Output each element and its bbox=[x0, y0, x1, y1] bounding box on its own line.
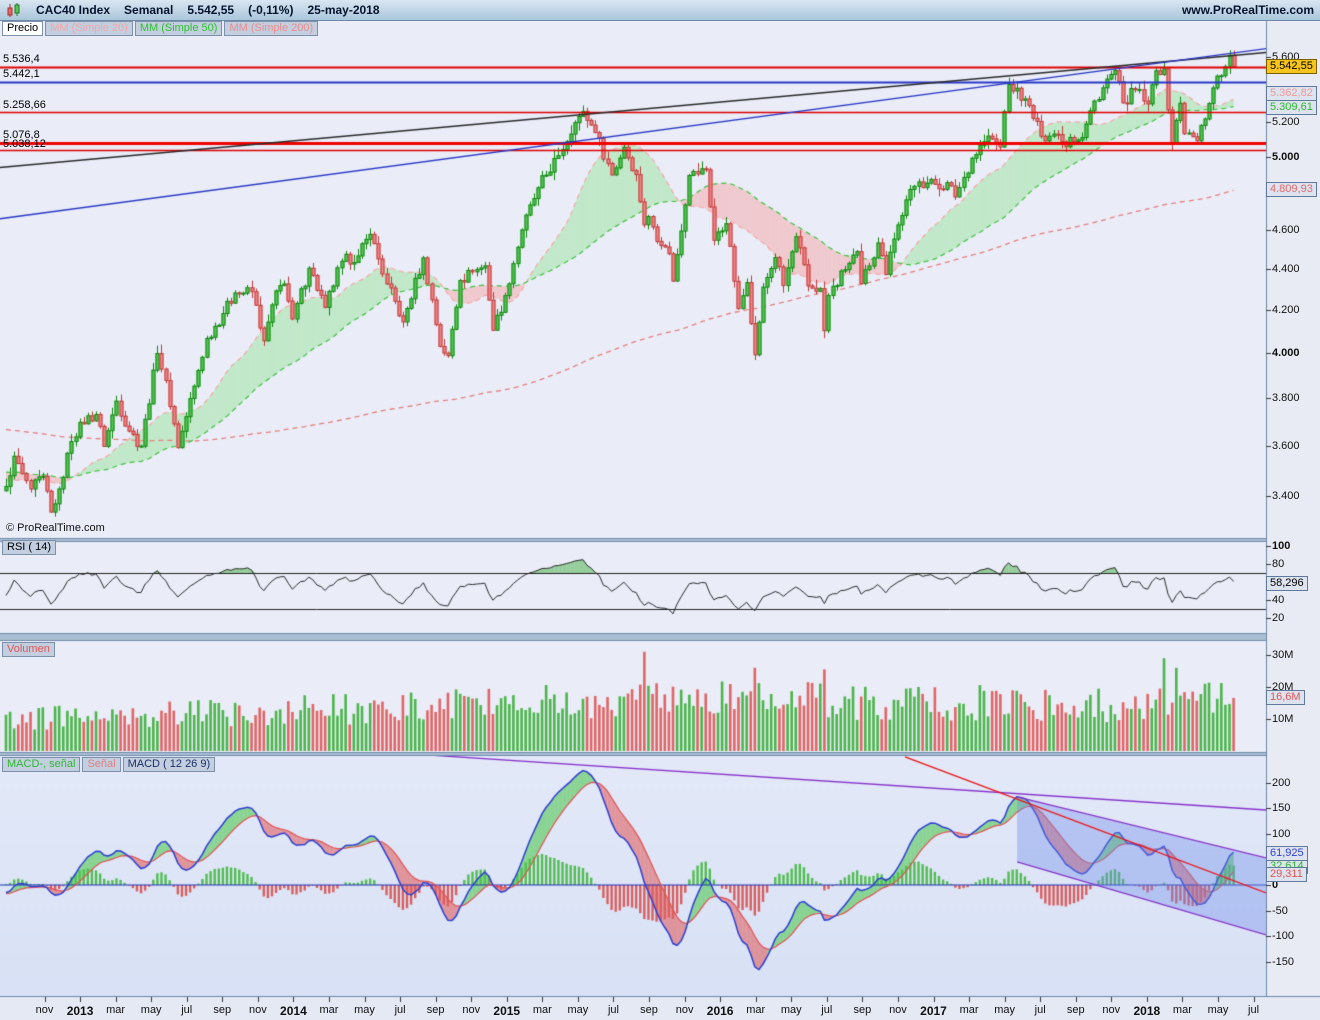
time-axis-month-label: sep bbox=[426, 1004, 445, 1016]
site-link[interactable]: www.ProRealTime.com bbox=[1181, 3, 1314, 17]
price-axis-tick-label: 4.600 bbox=[1272, 224, 1300, 237]
time-axis-year-label: 2016 bbox=[706, 1004, 734, 1018]
price-axis-tick-label: 4.000 bbox=[1272, 347, 1300, 360]
volume-axis-tick-label: 20M bbox=[1272, 681, 1294, 693]
macd-axis-tick-label: 0 bbox=[1272, 879, 1279, 891]
mm20-value-box: 5.362,82 bbox=[1266, 86, 1317, 101]
rsi-axis-tick-label: 100 bbox=[1272, 540, 1291, 552]
time-axis-month-label: nov bbox=[462, 1004, 481, 1016]
price-axis-tick-label: 5.600 bbox=[1272, 51, 1300, 64]
price-axis-tick-label: 4.400 bbox=[1272, 263, 1300, 276]
time-axis-month-label: jul bbox=[394, 1004, 406, 1016]
tab-precio[interactable]: Precio bbox=[2, 21, 44, 36]
macd-axis-tick-label: 150 bbox=[1272, 802, 1291, 815]
time-axis-month-label: nov bbox=[248, 1004, 267, 1016]
volume-axis-tick-label: 30M bbox=[1272, 649, 1294, 661]
time-axis-month-label: mar bbox=[1172, 1004, 1192, 1016]
mm50-value-box: 5.309,61 bbox=[1266, 100, 1317, 115]
mm200-value-box: 4.809,93 bbox=[1266, 182, 1317, 197]
hline-label-5536: 5.536,4 bbox=[3, 53, 40, 65]
macd-signal-value-box: 29,311 bbox=[1266, 867, 1307, 882]
volume-axis-tick-label: 10M bbox=[1272, 713, 1294, 725]
price-axis-tick-label: 3.800 bbox=[1272, 392, 1300, 405]
price-legend: Precio MM (Simple 20) MM (Simple 50) MM … bbox=[2, 21, 319, 36]
price-axis-tick-label: 5.000 bbox=[1272, 150, 1300, 163]
time-axis-month-label: sep bbox=[213, 1004, 232, 1016]
time-axis-month-label: jul bbox=[607, 1004, 619, 1016]
time-axis-month-label: may bbox=[994, 1004, 1015, 1016]
time-axis-year-label: 2013 bbox=[66, 1004, 94, 1018]
price-axis-tick-label: 3.600 bbox=[1272, 439, 1300, 452]
title-bar: CAC40 Index Semanal 5.542,55 (-0,11%) 25… bbox=[0, 0, 1320, 21]
hline-label-5258: 5.258,66 bbox=[3, 99, 46, 111]
time-axis-month-label: mar bbox=[319, 1004, 339, 1016]
hline-label-5442: 5.442,1 bbox=[3, 68, 40, 80]
time-axis-month-label: nov bbox=[35, 1004, 54, 1016]
quote-date: 25-may-2018 bbox=[307, 3, 380, 17]
time-axis-year-label: 2018 bbox=[1133, 1004, 1161, 1018]
rsi-axis-tick-label: 40 bbox=[1272, 594, 1285, 606]
time-axis-month-label: sep bbox=[853, 1004, 872, 1016]
time-axis-month-label: mar bbox=[959, 1004, 979, 1016]
macd-legend: MACD-, señal Señal MACD ( 12 26 9) bbox=[2, 757, 216, 772]
time-axis-month-label: jul bbox=[181, 1004, 193, 1016]
time-axis-month-label: mar bbox=[746, 1004, 766, 1016]
macd-histogram-label[interactable]: MACD-, señal bbox=[2, 757, 81, 772]
time-axis-month-label: may bbox=[567, 1004, 589, 1016]
rsi-panel-label[interactable]: RSI ( 14) bbox=[2, 540, 57, 555]
time-axis-month-label: jul bbox=[1034, 1004, 1046, 1016]
price-change: (-0,11%) bbox=[248, 3, 294, 17]
time-axis-year-label: 2017 bbox=[920, 1004, 947, 1018]
price-axis-tick-label: 4.200 bbox=[1272, 304, 1300, 317]
macd-signal-label[interactable]: Señal bbox=[82, 757, 121, 772]
time-axis-month-label: jul bbox=[821, 1004, 833, 1016]
candlestick-icon bbox=[7, 2, 20, 17]
price-axis-tick-label: 5.200 bbox=[1272, 116, 1300, 129]
hline-label-5076: 5.076,8 bbox=[3, 129, 40, 141]
tab-mm200[interactable]: MM (Simple 200) bbox=[224, 21, 319, 36]
time-axis-month-label: may bbox=[354, 1004, 375, 1016]
macd-main-label[interactable]: MACD ( 12 26 9) bbox=[122, 757, 216, 772]
tab-mm50[interactable]: MM (Simple 50) bbox=[134, 21, 223, 36]
current-price-box: 5.542,55 bbox=[1266, 59, 1317, 74]
price-axis-tick-label: 3.400 bbox=[1272, 490, 1300, 503]
volume-panel-label[interactable]: Volumen bbox=[2, 642, 55, 657]
time-axis-month-label: mar bbox=[106, 1004, 126, 1016]
time-axis-month-label: jul bbox=[1248, 1004, 1260, 1016]
macd-axis-tick-label: 200 bbox=[1272, 776, 1291, 789]
time-axis-month-label: may bbox=[780, 1004, 802, 1016]
macd-axis-tick-label: 100 bbox=[1272, 827, 1291, 840]
macd-value-box: 61,925 bbox=[1266, 846, 1308, 861]
macd-axis-tick-label: -50 bbox=[1272, 904, 1288, 917]
rsi-value-box: 58,296 bbox=[1266, 576, 1308, 591]
time-axis-month-label: nov bbox=[675, 1004, 694, 1016]
time-axis-month-label: may bbox=[140, 1004, 162, 1016]
time-axis-month-label: mar bbox=[532, 1004, 552, 1016]
hline-label-5038: 5.038,12 bbox=[3, 138, 46, 150]
time-axis-year-label: 2014 bbox=[280, 1004, 307, 1018]
volume-value-box: 16,6M bbox=[1266, 690, 1305, 705]
instrument-name: CAC40 Index bbox=[36, 3, 111, 17]
time-axis-month-label: sep bbox=[1066, 1004, 1085, 1016]
macd-axis-tick-label: -100 bbox=[1272, 930, 1295, 943]
rsi-axis-tick-label: 20 bbox=[1272, 612, 1285, 624]
macd-axis-tick-label: -150 bbox=[1272, 955, 1295, 968]
rsi-axis-tick-label: 80 bbox=[1272, 558, 1285, 570]
copyright-note: © ProRealTime.com bbox=[6, 522, 105, 534]
time-axis-month-label: nov bbox=[889, 1004, 907, 1016]
tab-mm20[interactable]: MM (Simple 20) bbox=[45, 21, 133, 36]
time-axis-month-label: sep bbox=[640, 1004, 658, 1016]
time-axis-year-label: 2015 bbox=[493, 1004, 521, 1018]
time-axis-month-label: may bbox=[1207, 1004, 1229, 1016]
last-price: 5.542,55 bbox=[187, 3, 235, 17]
time-axis[interactable]: nov 2013 mar may jul sep nov 2014 mar may jul sep no… bbox=[0, 1001, 1320, 1020]
timeframe-label[interactable]: Semanal bbox=[124, 3, 174, 17]
time-axis-month-label: nov bbox=[1102, 1004, 1121, 1016]
